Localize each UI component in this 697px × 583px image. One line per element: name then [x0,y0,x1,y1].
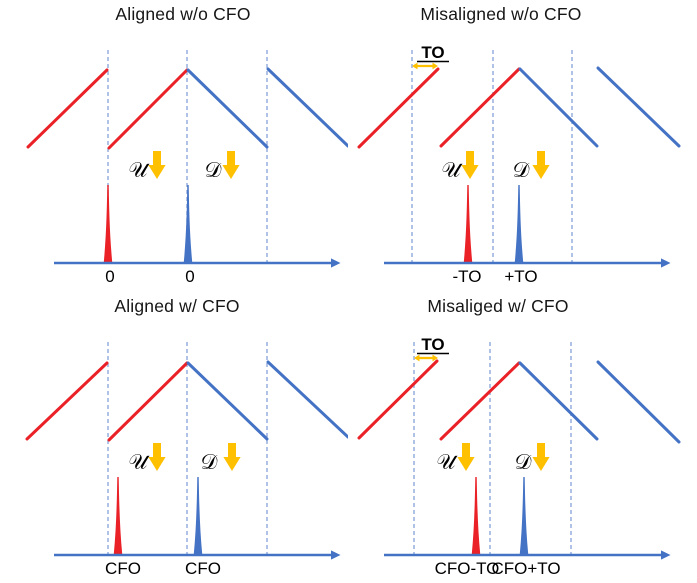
to-range-arrow-icon [432,354,438,362]
down-arrow-icon [532,165,550,179]
downchirp-segment [186,361,269,441]
axis-label: 0 [185,267,194,286]
panel-title: Aligned w/ CFO [114,296,240,316]
uplink-set-symbol: 𝒰 [129,450,151,474]
panel-drawing: 𝒰 𝒟 0 0 [26,50,348,286]
axis-label: +TO [504,267,537,286]
uplink-set-symbol: 𝒰 [437,450,459,474]
down-arrow-icon [537,443,545,457]
to-range-arrow-icon [414,354,420,362]
uplink-peak-spike [463,185,473,263]
axis-arrowhead-icon [661,550,671,560]
axis-arrowhead-icon [331,550,341,560]
to-label: TO [421,43,444,62]
down-arrow-icon [223,457,241,471]
downchirp-segment [518,67,599,148]
to-range-arrow-icon [412,62,418,70]
downlink-peak-spike [519,477,529,555]
uplink-peak-spike [113,477,123,555]
upchirp-segment [357,359,439,440]
axis-label: CFO+TO [491,559,560,578]
upchirp-segment [25,361,109,441]
axis-arrowhead-icon [661,258,671,268]
downchirp-segment [266,67,348,148]
down-arrow-icon [537,151,545,165]
upchirp-segment [26,68,109,149]
panel-aligned-without-cfo: Aligned w/o CFO 𝒰 𝒟 0 0 [0,0,348,291]
downchirp-segment [596,360,681,444]
axis-arrowhead-icon [331,258,341,268]
upchirp-segment [107,68,189,150]
panel-title: Aligned w/o CFO [115,4,251,24]
uplink-peak-spike [103,185,113,263]
upchirp-segment [439,67,521,148]
axis-label: -TO [453,267,482,286]
down-arrow-icon [148,457,166,471]
panel-drawing: 𝒰 𝒟 CFO CFO [25,342,348,578]
panel-drawing: 𝒰 𝒟 -TO +TO TO [357,43,681,286]
panel-misaligned-with-cfo: Misaliged w/ CFO 𝒰 𝒟 CFO-TO CFO+TO TO [349,292,697,583]
panel-aligned-with-cfo: Aligned w/ CFO 𝒰 𝒟 CFO CFO [0,292,348,583]
uplink-set-symbol: 𝒰 [129,158,151,182]
down-arrow-icon [148,165,166,179]
upchirp-segment [357,67,440,149]
down-arrow-icon [153,443,161,457]
to-range-arrow-icon [432,62,438,70]
downlink-set-symbol: 𝒟 [201,450,218,474]
axis-label: 0 [105,267,114,286]
down-arrow-icon [228,443,236,457]
uplink-set-symbol: 𝒰 [442,158,464,182]
downlink-peak-spike [514,185,524,263]
down-arrow-icon [462,443,470,457]
downlink-peak-spike [193,477,203,555]
downlink-set-symbol: 𝒟 [205,158,222,182]
downchirp-segment [596,66,681,148]
downlink-peak-spike [183,185,193,263]
panel-title: Misaligned w/o CFO [420,4,582,24]
uplink-peak-spike [471,477,481,555]
down-arrow-icon [466,151,474,165]
down-arrow-icon [457,457,475,471]
upchirp-segment [107,361,189,442]
down-arrow-icon [153,151,161,165]
axis-label: CFO-TO [435,559,500,578]
axis-label: CFO [185,559,221,578]
down-arrow-icon [532,457,550,471]
downchirp-segment [186,68,269,149]
to-label: TO [421,335,444,354]
panel-misaligned-without-cfo: Misaligned w/o CFO 𝒰 𝒟 -TO +TO TO [349,0,697,291]
down-arrow-icon [461,165,479,179]
downchirp-segment [266,360,348,439]
down-arrow-icon [222,165,240,179]
downlink-set-symbol: 𝒟 [513,158,530,182]
down-arrow-icon [227,151,235,165]
upchirp-segment [439,361,521,441]
downchirp-segment [518,361,599,441]
axis-label: CFO [105,559,141,578]
panel-title: Misaliged w/ CFO [427,296,569,316]
downlink-set-symbol: 𝒟 [515,450,532,474]
